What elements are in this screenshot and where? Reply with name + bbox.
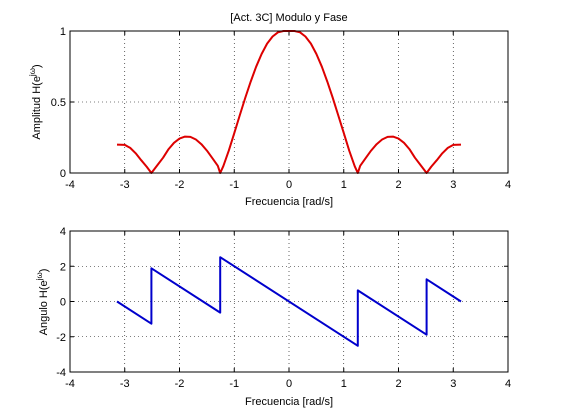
phase-xtick-label: -3 xyxy=(120,378,130,390)
phase-ytick-label: 0 xyxy=(60,297,66,309)
phase-xtick-label: -4 xyxy=(65,378,75,390)
phase-series-line xyxy=(116,256,462,347)
phase-xtick-label: 1 xyxy=(341,378,347,390)
phase-ytick-label: -2 xyxy=(56,332,66,344)
phase-xtick-label: 4 xyxy=(505,378,511,390)
magnitude-ytick-label: 1 xyxy=(60,26,66,38)
phase-xtick-label: 2 xyxy=(395,378,401,390)
magnitude-plot-ylabel: Amplitud H(ejω) xyxy=(28,64,43,139)
phase-plot-ylabel: Angulo H(ejω) xyxy=(35,269,50,336)
phase-ytick-label: 4 xyxy=(60,226,66,238)
magnitude-xtick-label: -4 xyxy=(65,179,75,191)
magnitude-ytick-label: 0.5 xyxy=(51,97,66,109)
phase-ytick-label: -4 xyxy=(56,367,66,379)
magnitude-xtick-label: 2 xyxy=(395,179,401,191)
phase-plot-frame xyxy=(69,230,509,373)
phase-ytick-label: 2 xyxy=(60,261,66,273)
magnitude-plot-xlabel: Frecuencia [rad/s] xyxy=(245,196,333,208)
phase-plot-grid xyxy=(70,231,508,372)
magnitude-plot-frame xyxy=(69,30,509,174)
magnitude-xtick-label: -3 xyxy=(120,179,130,191)
phase-xtick-label: -2 xyxy=(175,378,185,390)
phase-xtick-label: 3 xyxy=(450,378,456,390)
magnitude-xtick-label: 3 xyxy=(450,179,456,191)
phase-plot-xlabel: Frecuencia [rad/s] xyxy=(245,396,333,408)
magnitude-plot-ticks: -4 -3 -2 -1 0 1 2 3 4 0 0.5 1 xyxy=(51,26,511,191)
magnitude-xtick-label: 1 xyxy=(341,179,347,191)
magnitude-plot-title: [Act. 3C] Modulo y Fase xyxy=(230,12,347,24)
magnitude-xtick-label: 4 xyxy=(505,179,511,191)
magnitude-xtick-label: -2 xyxy=(175,179,185,191)
phase-xtick-label: -1 xyxy=(229,378,239,390)
phase-xtick-label: 0 xyxy=(286,378,292,390)
magnitude-plot-grid xyxy=(70,31,508,173)
phase-plot-series xyxy=(116,256,462,347)
phase-plot-ticks: -4 -3 -2 -1 0 1 2 3 4 -4 -2 0 2 4 xyxy=(56,226,511,390)
magnitude-ytick-label: 0 xyxy=(60,168,66,180)
magnitude-plot: [Act. 3C] Modulo y Fase -4 -3 -2 -1 0 1 2 3 4 0 0.… xyxy=(28,12,511,208)
magnitude-xtick-label: -1 xyxy=(229,179,239,191)
magnitude-xtick-label: 0 xyxy=(286,179,292,191)
